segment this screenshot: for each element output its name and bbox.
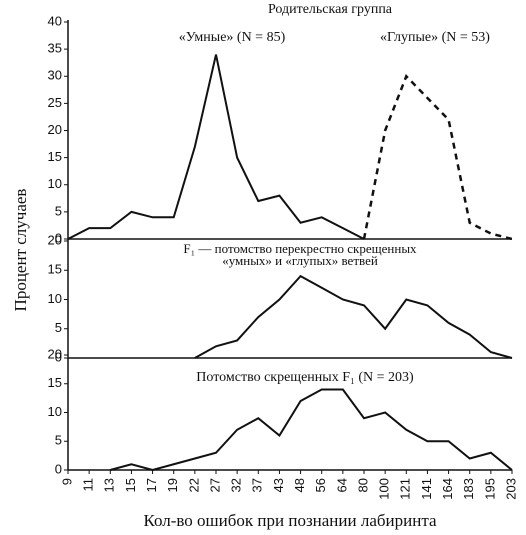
x-tick-label: 17 — [144, 478, 159, 492]
x-tick-label: 15 — [123, 478, 138, 492]
y-axis-label: Процент случаев — [11, 189, 30, 312]
x-tick-label: 183 — [461, 478, 476, 500]
y-tick-label: 35 — [48, 41, 62, 56]
x-tick-label: 164 — [440, 478, 455, 500]
x-tick-label: 27 — [207, 478, 222, 492]
series-line — [67, 54, 365, 240]
x-tick-label: 22 — [186, 478, 201, 492]
x-axis-label: Кол-во ошибок при познании лабиринта — [143, 511, 436, 530]
x-tick-label: 141 — [419, 478, 434, 500]
series-line — [110, 388, 513, 472]
y-tick-label: 15 — [48, 375, 62, 390]
x-tick-label: 13 — [102, 478, 117, 492]
y-tick-label: 0 — [55, 349, 62, 364]
x-tick-label: 80 — [355, 478, 370, 492]
y-tick-label: 10 — [48, 404, 62, 419]
x-tick-label: 37 — [250, 478, 265, 492]
y-tick-label: 30 — [48, 68, 62, 83]
y-tick-label: 0 — [55, 461, 62, 476]
x-tick-label: 9 — [59, 478, 74, 485]
y-tick-label: 5 — [55, 203, 62, 218]
x-tick-label: 32 — [229, 478, 244, 492]
y-tick-label: 15 — [48, 149, 62, 164]
x-tick-label: 43 — [271, 478, 286, 492]
y-tick-label: 25 — [48, 95, 62, 110]
x-tick-label: 203 — [503, 478, 518, 500]
y-tick-label: 20 — [48, 122, 62, 137]
series-label: «Глупые» (N = 53) — [380, 30, 490, 45]
panel-title: Родительская группа — [268, 2, 393, 17]
y-tick-label: 15 — [48, 262, 62, 277]
y-tick-label: 20 — [48, 232, 62, 247]
y-tick-label: 10 — [48, 291, 62, 306]
x-tick-label: 19 — [165, 478, 180, 492]
y-tick-label: 0 — [55, 230, 62, 245]
panel-title: F₁ — потомство перекрестно скрещенных — [183, 241, 417, 256]
panel-title: Потомство скрещенных F₁ (N = 203) — [196, 370, 414, 385]
series-line — [362, 73, 513, 241]
y-tick-label: 40 — [48, 13, 62, 28]
x-tick-label: 48 — [292, 478, 307, 492]
y-tick-label: 5 — [55, 433, 62, 448]
x-tick-label: 100 — [377, 478, 392, 500]
y-tick-label: 5 — [55, 320, 62, 335]
y-tick-label: 20 — [48, 346, 62, 361]
series-label: «Умные» (N = 85) — [179, 30, 286, 45]
y-tick-label: 10 — [48, 176, 62, 191]
x-tick-label: 195 — [482, 478, 497, 500]
series-line — [194, 274, 513, 359]
x-tick-label: 56 — [313, 478, 328, 492]
x-tick-label: 64 — [334, 478, 349, 492]
x-tick-label: 11 — [81, 478, 96, 492]
panel-title: «умных» и «глупых» ветвей — [222, 253, 378, 268]
x-tick-label: 121 — [398, 478, 413, 500]
